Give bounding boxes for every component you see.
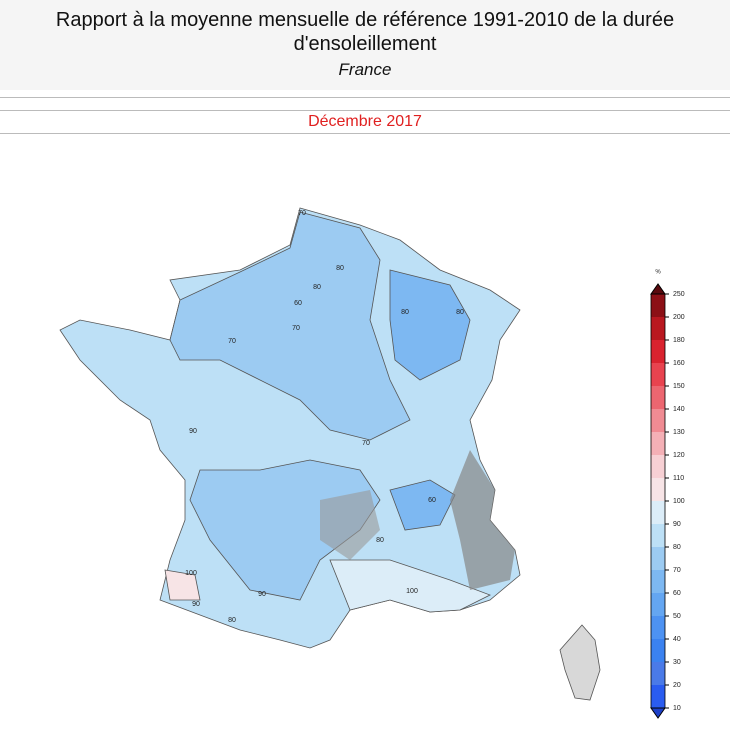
corsica <box>559 624 601 701</box>
legend-tick-label: 80 <box>673 544 681 551</box>
contour-label: 80 <box>456 309 464 316</box>
contour-label: 80 <box>401 309 409 316</box>
legend-tick-label: 100 <box>673 498 685 505</box>
legend-band <box>651 432 665 455</box>
contour-label: 90 <box>189 428 197 435</box>
contour-label: 60 <box>428 497 436 504</box>
contour-label: 100 <box>185 570 197 577</box>
legend-bottom-arrow <box>650 707 666 719</box>
legend-tick-label: 70 <box>673 567 681 574</box>
zone-sw <box>164 569 201 601</box>
legend-tick-label: 20 <box>673 682 681 689</box>
legend-band <box>651 616 665 639</box>
legend-band <box>651 593 665 616</box>
contour-label: 70 <box>228 338 236 345</box>
zone-east <box>389 479 456 531</box>
legend-band <box>651 685 665 708</box>
legend-band <box>651 363 665 386</box>
legend-tick-label: 120 <box>673 452 685 459</box>
legend-tick-label: 140 <box>673 406 685 413</box>
separator <box>0 97 730 98</box>
legend-tick-label: 200 <box>673 314 685 321</box>
legend-band <box>651 340 665 363</box>
legend-tick-label: 30 <box>673 659 681 666</box>
legend-band <box>651 294 665 317</box>
legend-band <box>651 386 665 409</box>
contour-label: 70 <box>298 210 306 217</box>
legend-band <box>651 317 665 340</box>
period: Décembre 2017 <box>0 110 730 134</box>
legend-band <box>651 501 665 524</box>
contour-label: 80 <box>336 265 344 272</box>
legend-tick-label: 130 <box>673 429 685 436</box>
contour-label: 80 <box>228 617 236 624</box>
legend-band <box>651 662 665 685</box>
legend-tick-label: 160 <box>673 360 685 367</box>
zone-low <box>169 211 411 441</box>
legend-band <box>651 639 665 662</box>
legend-tick-label: 40 <box>673 636 681 643</box>
legend-tick-label: 10 <box>673 705 681 712</box>
legend-band <box>651 524 665 547</box>
contour-label: 70 <box>292 325 300 332</box>
contour-labels: 70 80 80 60 70 80 80 70 90 70 60 80 100 90 90 80 100 <box>185 210 464 624</box>
contour-label: 90 <box>258 591 266 598</box>
contour-label: 70 <box>362 440 370 447</box>
contour-label: 80 <box>313 284 321 291</box>
legend-tick-label: 90 <box>673 521 681 528</box>
legend-tick-label: 150 <box>673 383 685 390</box>
legend-band <box>651 570 665 593</box>
legend-band <box>651 409 665 432</box>
legend-band <box>651 478 665 501</box>
contour-label: 90 <box>192 601 200 608</box>
contour-label: 80 <box>376 537 384 544</box>
alps-relief <box>450 450 515 590</box>
header: Rapport à la moyenne mensuelle de référe… <box>0 0 730 90</box>
legend-tick-label: 110 <box>673 475 684 482</box>
zone-ne <box>389 269 471 381</box>
region: France <box>338 60 392 79</box>
contour-label: 60 <box>294 300 302 307</box>
france <box>59 207 601 701</box>
legend-tick-label: 60 <box>673 590 681 597</box>
legend: % 10 20 30 40 50 60 70 80 90 100 110 120 130 140 150 160… <box>650 270 685 719</box>
legend-band <box>651 547 665 570</box>
legend-band <box>651 455 665 478</box>
legend-tick-label: 50 <box>673 613 681 620</box>
legend-tick-label: 250 <box>673 291 685 298</box>
contour-label: 100 <box>406 588 418 595</box>
massif-relief <box>320 490 380 560</box>
title: Rapport à la moyenne mensuelle de référe… <box>55 9 675 55</box>
legend-unit: % <box>655 270 661 276</box>
legend-top-arrow <box>650 283 666 295</box>
zone-south <box>329 559 491 613</box>
legend-tick-label: 180 <box>673 337 685 344</box>
